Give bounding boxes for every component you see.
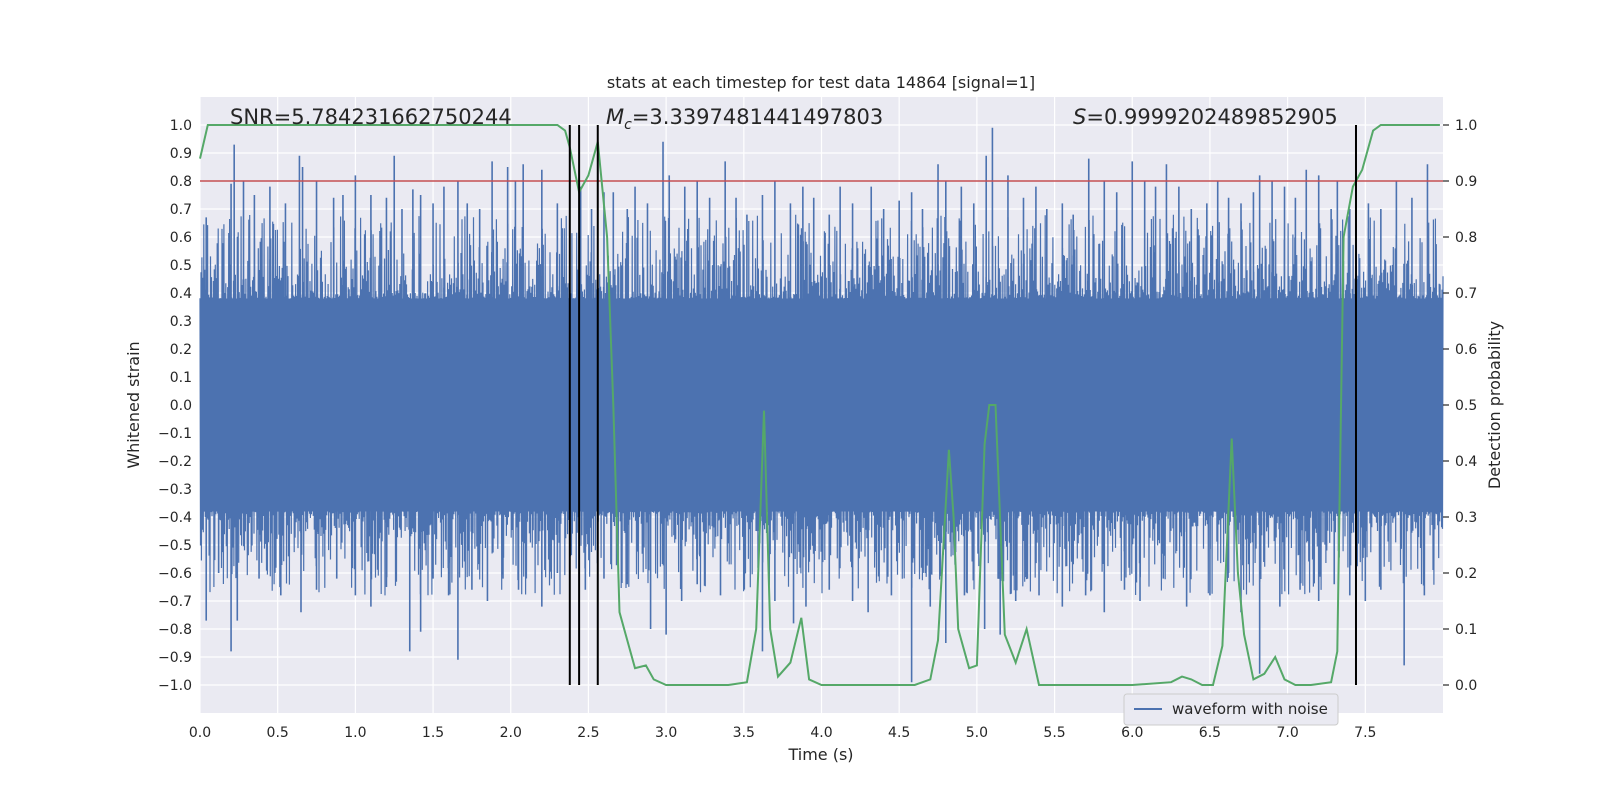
x-tick-label: 2.0 bbox=[500, 725, 522, 741]
y-tick-label: 0.1 bbox=[170, 370, 192, 386]
y-tick-label: 0.9 bbox=[170, 146, 192, 162]
y-tick-label: 0.7 bbox=[170, 202, 192, 218]
legend-box bbox=[1123, 693, 1339, 726]
chart-title: stats at each timestep for test data 148… bbox=[607, 73, 1035, 92]
x-tick-label: 7.0 bbox=[1276, 725, 1298, 741]
y-tick-label: 0.6 bbox=[170, 230, 192, 246]
x-axis-label: Time (s) bbox=[787, 745, 853, 764]
x-tick-label: 0.0 bbox=[189, 725, 211, 741]
x-tick-label: 6.0 bbox=[1121, 725, 1143, 741]
y-tick-label: 0.8 bbox=[170, 174, 192, 190]
y-tick-label: −0.5 bbox=[158, 538, 192, 554]
x-tick-label: 2.5 bbox=[577, 725, 599, 741]
y2-axis-label: Detection probability bbox=[1485, 321, 1504, 489]
chirp-mass-subscript: c bbox=[624, 117, 632, 133]
y-tick-label: 0.3 bbox=[170, 314, 192, 330]
x-axis-ticks: 0.0 0.5 1.0 1.5 2.0 2.5 3.0 3.5 4.0 4.5 5.0 5.5 6.0 6… bbox=[189, 725, 1377, 741]
y-tick-label: 0.5 bbox=[170, 258, 192, 274]
chirp-mass-annotation: Mc=3.3397481441497803 bbox=[606, 105, 883, 133]
score-symbol: S bbox=[1073, 105, 1086, 129]
probability-series bbox=[199, 124, 1440, 686]
legend-label: waveform with noise bbox=[1172, 700, 1328, 718]
chirp-mass-symbol: M bbox=[606, 105, 624, 129]
y-tick-label: −0.1 bbox=[158, 426, 192, 442]
x-tick-label: 5.0 bbox=[966, 725, 988, 741]
y-tick-label: −1.0 bbox=[158, 678, 192, 694]
y2-tick-label: 0.2 bbox=[1455, 566, 1477, 582]
y2-tick-label: 1.0 bbox=[1455, 118, 1477, 134]
waveform-series bbox=[199, 127, 1444, 683]
y-axis-label: Whitened strain bbox=[124, 341, 143, 468]
y-tick-label: 0.0 bbox=[170, 398, 192, 414]
y-tick-label: −0.3 bbox=[158, 482, 192, 498]
y-axis-ticks: 1.0 0.9 0.8 0.7 0.6 0.5 0.4 0.3 0.2 0.1 0.0 −0.1 −0.… bbox=[158, 118, 192, 694]
y-tick-label: −0.7 bbox=[158, 594, 192, 610]
x-tick-label: 1.5 bbox=[422, 725, 444, 741]
x-tick-label: 3.0 bbox=[655, 725, 677, 741]
vertical-markers bbox=[568, 125, 1357, 685]
y2-tick-label: 0.0 bbox=[1455, 678, 1477, 694]
score-value: =0.9999202489852905 bbox=[1086, 105, 1337, 129]
legend: waveform with noise bbox=[1123, 693, 1339, 726]
x-tick-label: 1.0 bbox=[344, 725, 366, 741]
y-tick-label: 0.2 bbox=[170, 342, 192, 358]
y2-tick-label: 0.3 bbox=[1455, 510, 1477, 526]
score-annotation: S=0.9999202489852905 bbox=[1073, 105, 1338, 129]
y2-tick-label: 0.7 bbox=[1455, 286, 1477, 302]
x-tick-label: 4.5 bbox=[888, 725, 910, 741]
y2-tick-label: 0.9 bbox=[1455, 174, 1477, 190]
y-tick-label: −0.6 bbox=[158, 566, 192, 582]
y2-tick-label: 0.6 bbox=[1455, 342, 1477, 358]
y-tick-label: 1.0 bbox=[170, 118, 192, 134]
x-tick-label: 5.5 bbox=[1043, 725, 1065, 741]
probability-line bbox=[199, 124, 1440, 686]
y2-tick-label: 0.5 bbox=[1455, 398, 1477, 414]
y-tick-label: 0.4 bbox=[170, 286, 192, 302]
y-tick-label: −0.2 bbox=[158, 454, 192, 470]
y-tick-label: −0.8 bbox=[158, 622, 192, 638]
chirp-mass-value: =3.3397481441497803 bbox=[632, 105, 883, 129]
x-tick-label: 6.5 bbox=[1199, 725, 1221, 741]
y2-tick-label: 0.8 bbox=[1455, 230, 1477, 246]
y2-axis-ticks: 1.0 0.9 0.8 0.7 0.6 0.5 0.4 0.3 0.2 0.1 0.0 bbox=[1443, 118, 1477, 694]
x-tick-label: 0.5 bbox=[267, 725, 289, 741]
waveform-core-band bbox=[200, 298, 1443, 512]
y-tick-label: −0.4 bbox=[158, 510, 192, 526]
x-tick-label: 3.5 bbox=[733, 725, 755, 741]
x-tick-label: 7.5 bbox=[1354, 725, 1376, 741]
y2-tick-label: 0.4 bbox=[1455, 454, 1477, 470]
y2-tick-label: 0.1 bbox=[1455, 622, 1477, 638]
snr-annotation: SNR=5.784231662750244 bbox=[230, 105, 512, 129]
y-tick-label: −0.9 bbox=[158, 650, 192, 666]
x-tick-label: 4.0 bbox=[810, 725, 832, 741]
